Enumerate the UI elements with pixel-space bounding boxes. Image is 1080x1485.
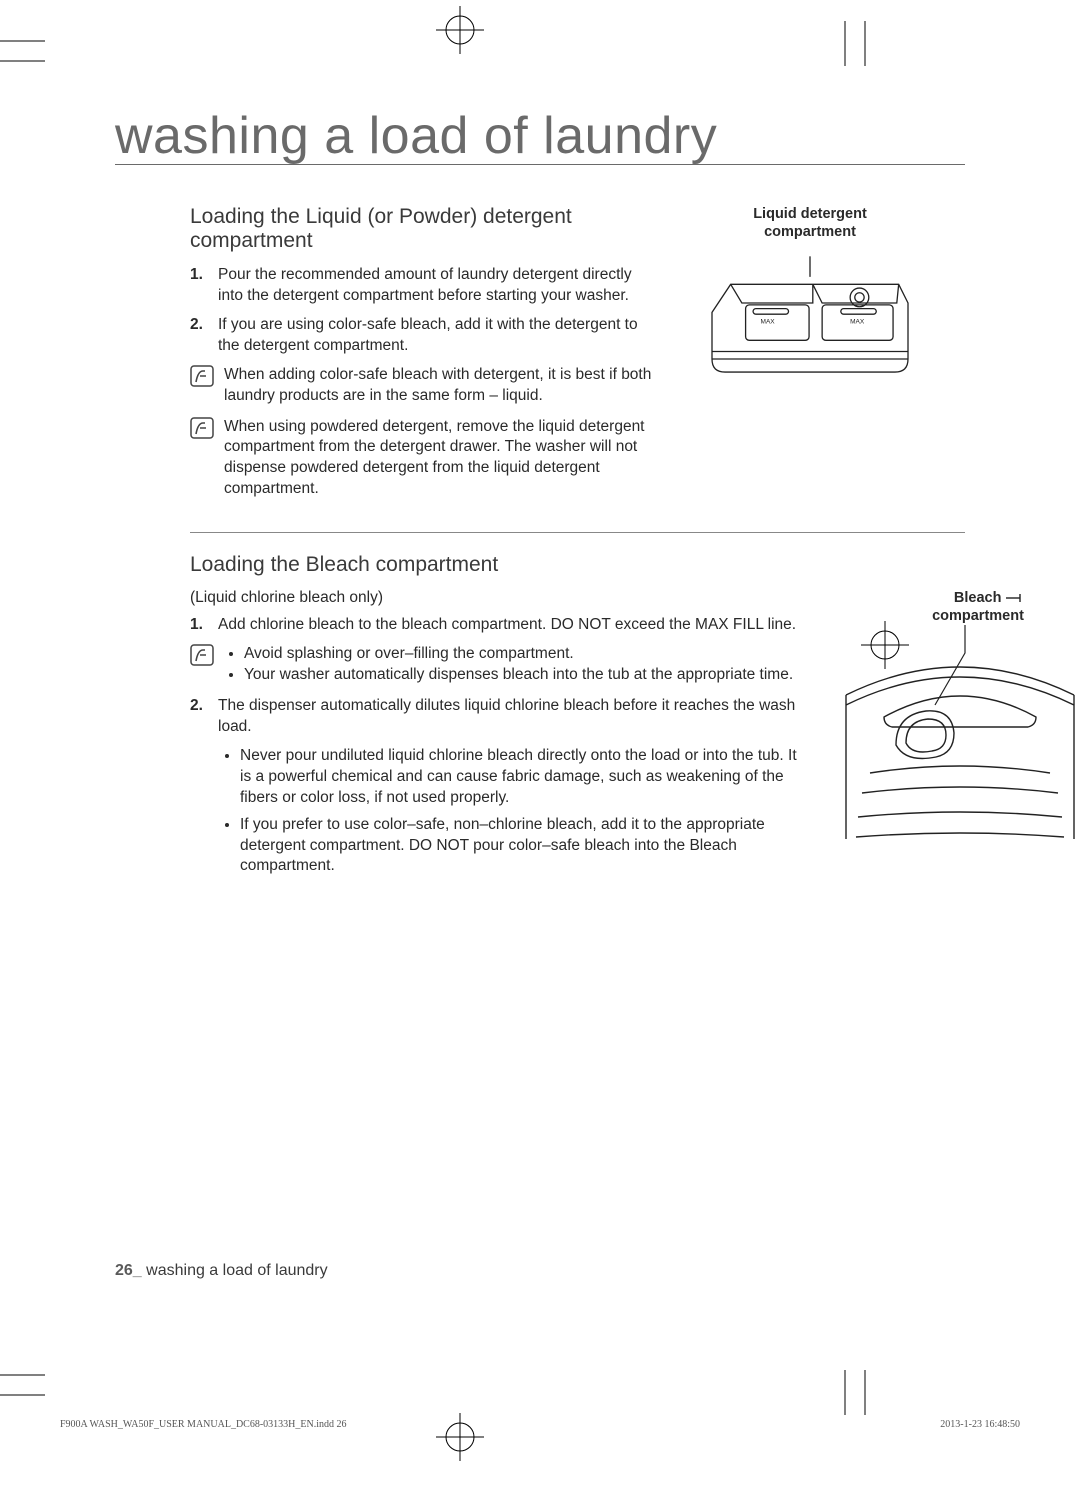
crop-mark-tr	[820, 21, 890, 81]
indd-filename: F900A WASH_WA50F_USER MANUAL_DC68-03133H…	[60, 1419, 347, 1430]
section2-heading: Loading the Bleach compartment	[190, 553, 965, 577]
page-number: 26_	[115, 1262, 142, 1279]
crop-mark-bl	[0, 1355, 60, 1415]
s1-note2: When using powdered detergent, remove th…	[224, 417, 660, 501]
running-title: washing a load of laundry	[146, 1262, 327, 1279]
section-divider	[190, 532, 965, 533]
crop-mark-tl	[0, 21, 60, 81]
s2-step1: Add chlorine bleach to the bleach compar…	[190, 615, 810, 636]
s1-note1: When adding color-safe bleach with deter…	[224, 365, 660, 407]
fig1-label-line2: compartment	[680, 223, 940, 241]
s2-subtitle: (Liquid chlorine bleach only)	[190, 589, 810, 607]
crop-mark-top-register	[420, 0, 500, 60]
note-icon	[190, 644, 214, 666]
indd-timestamp: 2013-1-23 16:48:50	[940, 1419, 1020, 1430]
page-footer: 26_ washing a load of laundry	[115, 1262, 328, 1280]
fig2-label-line2: compartment	[932, 608, 1024, 624]
leader-line	[1006, 593, 1024, 603]
detergent-drawer-diagram: MAX MAX	[695, 247, 925, 387]
max-label-right: MAX	[850, 319, 865, 326]
s2-bullet1: Never pour undiluted liquid chlorine ble…	[240, 746, 810, 809]
fig1-label-line1: Liquid detergent	[680, 205, 940, 223]
page-title: washing a load of laundry	[115, 110, 965, 165]
note-icon	[190, 365, 214, 387]
s2-note-b2: Your washer automatically dispenses blea…	[244, 665, 793, 686]
section1-heading: Loading the Liquid (or Powder) detergent…	[190, 205, 660, 253]
crop-mark-bottom-register	[420, 1407, 500, 1467]
s2-step2: The dispenser automatically dilutes liqu…	[190, 696, 810, 738]
note-icon	[190, 417, 214, 439]
s1-step1: Pour the recommended amount of laundry d…	[190, 265, 660, 307]
s2-note-b1: Avoid splashing or over–filling the comp…	[244, 644, 793, 665]
s2-bullet2: If you prefer to use color–safe, non–chl…	[240, 815, 810, 878]
max-label-left: MAX	[761, 319, 776, 326]
bleach-compartment-diagram	[840, 625, 1080, 855]
fig2-label-line1: Bleach	[954, 590, 1002, 606]
s1-step2: If you are using color-safe bleach, add …	[190, 315, 660, 357]
crop-mark-br	[820, 1355, 890, 1415]
